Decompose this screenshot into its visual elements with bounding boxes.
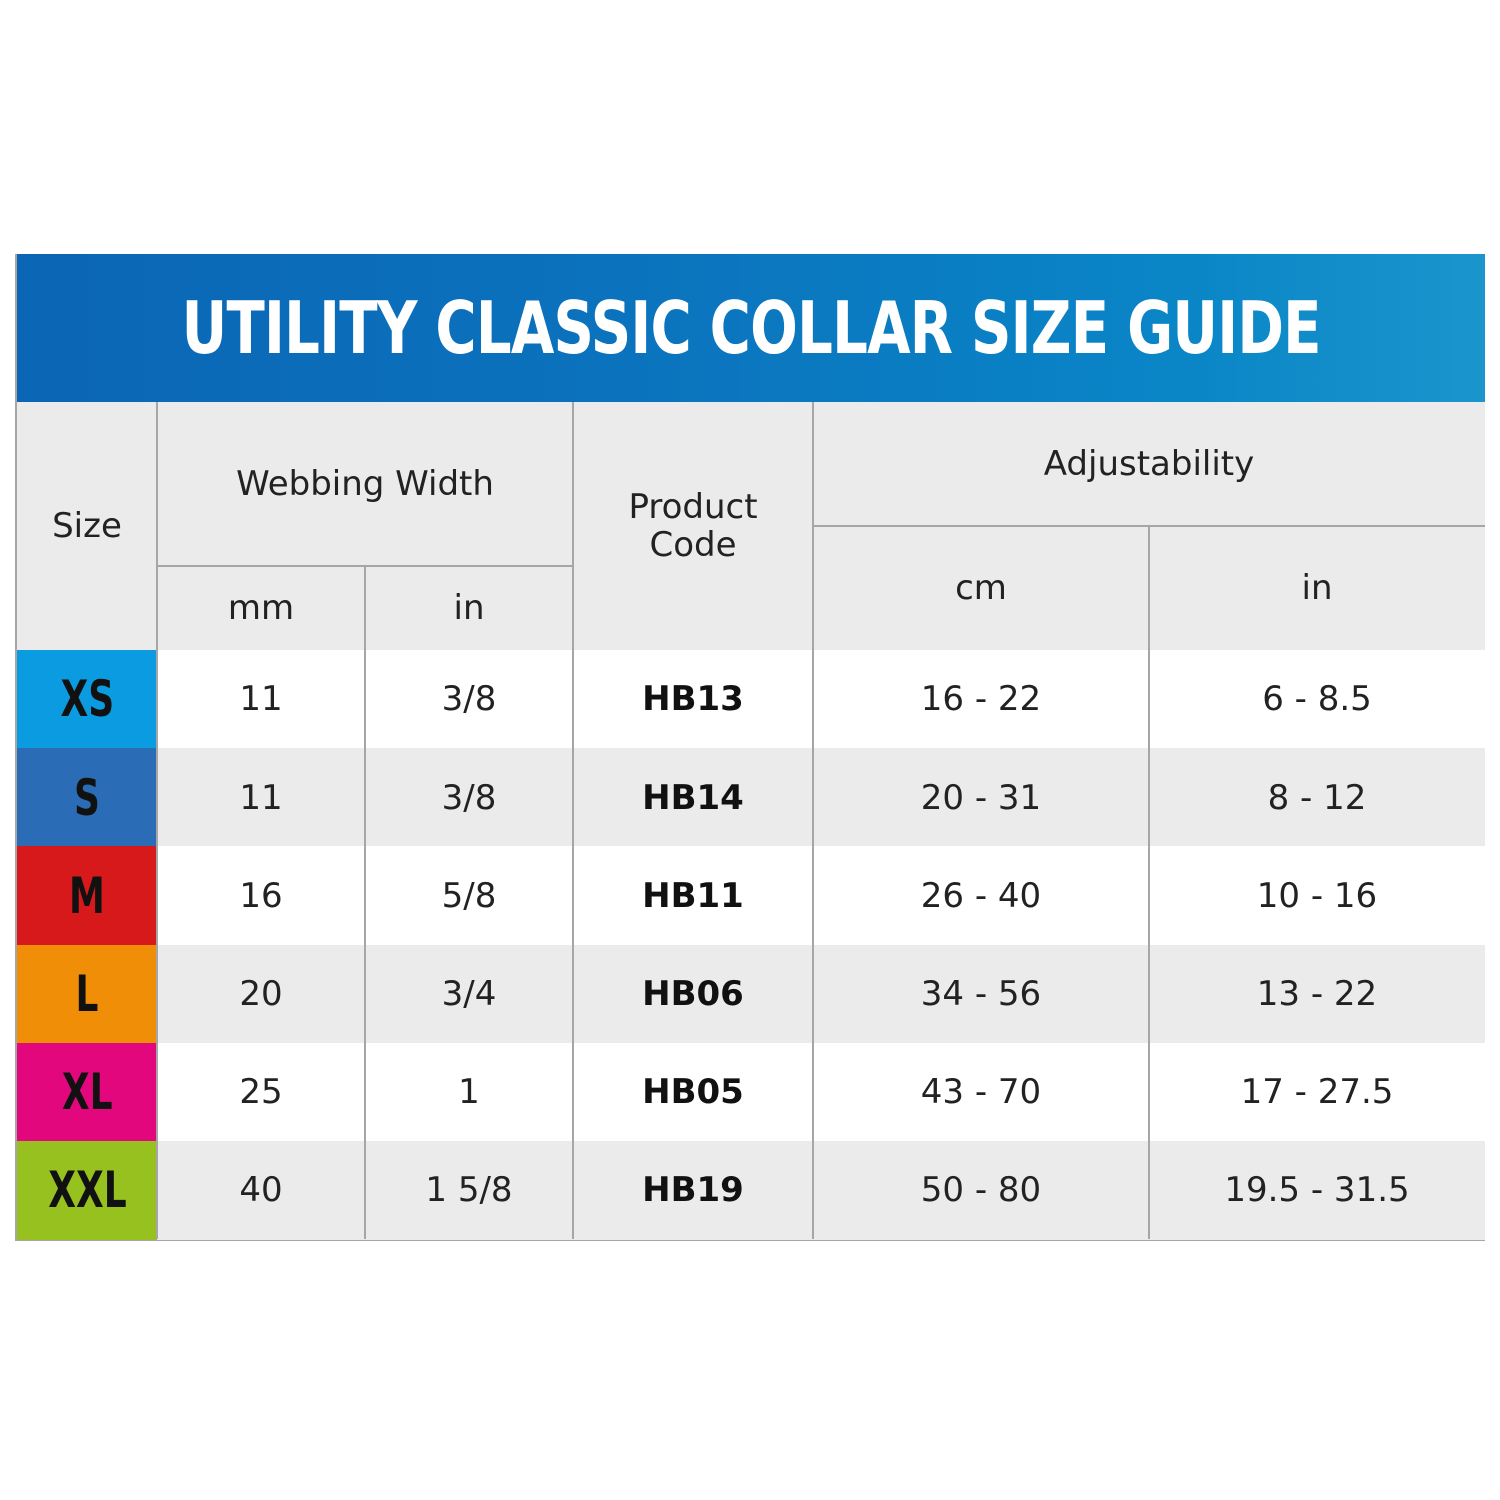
cell-product-code-value: HB19 bbox=[642, 1170, 744, 1211]
grid-line bbox=[1148, 526, 1150, 1239]
cell-adj-cm-value: 16 - 22 bbox=[920, 679, 1042, 720]
cell-in: 1 bbox=[365, 1042, 573, 1142]
header-webbing-width-label: Webbing Width bbox=[236, 464, 494, 504]
grid-line bbox=[812, 402, 814, 1239]
cell-adj-cm-value: 43 - 70 bbox=[920, 1072, 1042, 1113]
cell-product-code: HB14 bbox=[573, 748, 813, 847]
header-cm: cm bbox=[813, 526, 1149, 650]
cell-in-value: 5/8 bbox=[441, 875, 497, 916]
cell-mm-value: 11 bbox=[239, 679, 283, 720]
size-label: XXL bbox=[47, 1161, 127, 1220]
cell-adj-in: 10 - 16 bbox=[1149, 846, 1485, 946]
cell-adj-in: 8 - 12 bbox=[1149, 748, 1485, 847]
cell-adj-in: 6 - 8.5 bbox=[1149, 650, 1485, 749]
cell-adj-cm-value: 20 - 31 bbox=[920, 777, 1042, 818]
header-mm-label: mm bbox=[227, 588, 295, 628]
cell-adj-cm: 34 - 56 bbox=[813, 944, 1149, 1044]
cell-in-value: 3/4 bbox=[441, 973, 497, 1014]
cell-mm: 16 bbox=[157, 846, 365, 946]
header-size-label: Size bbox=[52, 506, 122, 546]
size-badge: XL bbox=[17, 1042, 157, 1142]
cell-in-value: 1 5/8 bbox=[425, 1170, 513, 1211]
cell-adj-cm: 26 - 40 bbox=[813, 846, 1149, 946]
cell-adj-in-value: 13 - 22 bbox=[1256, 973, 1378, 1014]
cell-adj-in: 17 - 27.5 bbox=[1149, 1042, 1485, 1142]
header-in-label: in bbox=[453, 588, 485, 628]
cell-adj-cm: 20 - 31 bbox=[813, 748, 1149, 847]
cell-adj-cm: 16 - 22 bbox=[813, 650, 1149, 749]
size-label: S bbox=[74, 768, 100, 827]
size-badge: S bbox=[17, 748, 157, 847]
header-size: Size bbox=[17, 402, 157, 650]
cell-mm: 11 bbox=[157, 748, 365, 847]
cell-product-code: HB05 bbox=[573, 1042, 813, 1142]
cell-adj-in-value: 8 - 12 bbox=[1267, 777, 1367, 818]
header-product-code: Product Code bbox=[573, 402, 813, 650]
size-guide-table: UTILITY CLASSIC COLLAR SIZE GUIDE Size W… bbox=[15, 254, 1485, 1241]
size-badge: XS bbox=[17, 650, 157, 749]
cell-in: 1 5/8 bbox=[365, 1141, 573, 1240]
cell-product-code-value: HB14 bbox=[642, 777, 744, 818]
cell-mm: 20 bbox=[157, 944, 365, 1044]
header-cm-label: cm bbox=[955, 568, 1007, 608]
grid-line bbox=[157, 565, 573, 567]
cell-in: 3/4 bbox=[365, 944, 573, 1044]
cell-adj-cm-value: 34 - 56 bbox=[920, 973, 1042, 1014]
cell-adj-cm-value: 26 - 40 bbox=[920, 875, 1042, 916]
cell-mm-value: 40 bbox=[239, 1170, 283, 1211]
header-in: in bbox=[365, 566, 573, 650]
size-badge: L bbox=[17, 944, 157, 1044]
cell-mm: 40 bbox=[157, 1141, 365, 1240]
cell-mm-value: 11 bbox=[239, 777, 283, 818]
cell-in-value: 3/8 bbox=[441, 777, 497, 818]
cell-adj-in: 19.5 - 31.5 bbox=[1149, 1141, 1485, 1240]
cell-mm: 11 bbox=[157, 650, 365, 749]
header-mm: mm bbox=[157, 566, 365, 650]
cell-product-code-value: HB05 bbox=[642, 1072, 744, 1113]
cell-product-code-value: HB06 bbox=[642, 973, 744, 1014]
header-adj-in-label: in bbox=[1301, 568, 1333, 608]
header-adjustability-label: Adjustability bbox=[1043, 444, 1255, 484]
cell-adj-in-value: 10 - 16 bbox=[1256, 875, 1378, 916]
size-label: L bbox=[75, 964, 99, 1023]
cell-mm-value: 16 bbox=[239, 875, 283, 916]
header-product-code-line1: Product bbox=[628, 487, 758, 527]
title-banner: UTILITY CLASSIC COLLAR SIZE GUIDE bbox=[17, 254, 1485, 402]
guide-title: UTILITY CLASSIC COLLAR SIZE GUIDE bbox=[181, 286, 1321, 370]
cell-product-code: HB06 bbox=[573, 944, 813, 1044]
size-label: XL bbox=[61, 1063, 113, 1122]
grid-line bbox=[572, 402, 574, 1239]
size-label: XS bbox=[60, 670, 114, 729]
cell-mm-value: 25 bbox=[239, 1072, 283, 1113]
header-adj-in: in bbox=[1149, 526, 1485, 650]
cell-in: 3/8 bbox=[365, 650, 573, 749]
grid-line bbox=[364, 566, 366, 1239]
cell-adj-in-value: 6 - 8.5 bbox=[1262, 679, 1372, 720]
header-adjustability: Adjustability bbox=[813, 402, 1485, 526]
cell-product-code: HB11 bbox=[573, 846, 813, 946]
grid-line bbox=[156, 402, 158, 1239]
size-label: M bbox=[69, 866, 105, 925]
cell-adj-cm: 43 - 70 bbox=[813, 1042, 1149, 1142]
cell-product-code-value: HB13 bbox=[642, 679, 744, 720]
header-webbing-width: Webbing Width bbox=[157, 402, 573, 566]
cell-mm-value: 20 bbox=[239, 973, 283, 1014]
cell-mm: 25 bbox=[157, 1042, 365, 1142]
cell-adj-cm-value: 50 - 80 bbox=[920, 1170, 1042, 1211]
cell-product-code: HB19 bbox=[573, 1141, 813, 1240]
cell-adj-in: 13 - 22 bbox=[1149, 944, 1485, 1044]
cell-product-code: HB13 bbox=[573, 650, 813, 749]
size-badge: M bbox=[17, 846, 157, 946]
cell-in: 5/8 bbox=[365, 846, 573, 946]
size-badge: XXL bbox=[17, 1141, 157, 1240]
cell-adj-cm: 50 - 80 bbox=[813, 1141, 1149, 1240]
cell-adj-in-value: 17 - 27.5 bbox=[1240, 1072, 1394, 1113]
cell-in-value: 1 bbox=[458, 1072, 480, 1113]
header-product-code-line2: Code bbox=[649, 525, 737, 565]
cell-in: 3/8 bbox=[365, 748, 573, 847]
grid-line bbox=[813, 525, 1485, 527]
cell-product-code-value: HB11 bbox=[642, 875, 744, 916]
cell-in-value: 3/8 bbox=[441, 679, 497, 720]
cell-adj-in-value: 19.5 - 31.5 bbox=[1224, 1170, 1410, 1211]
